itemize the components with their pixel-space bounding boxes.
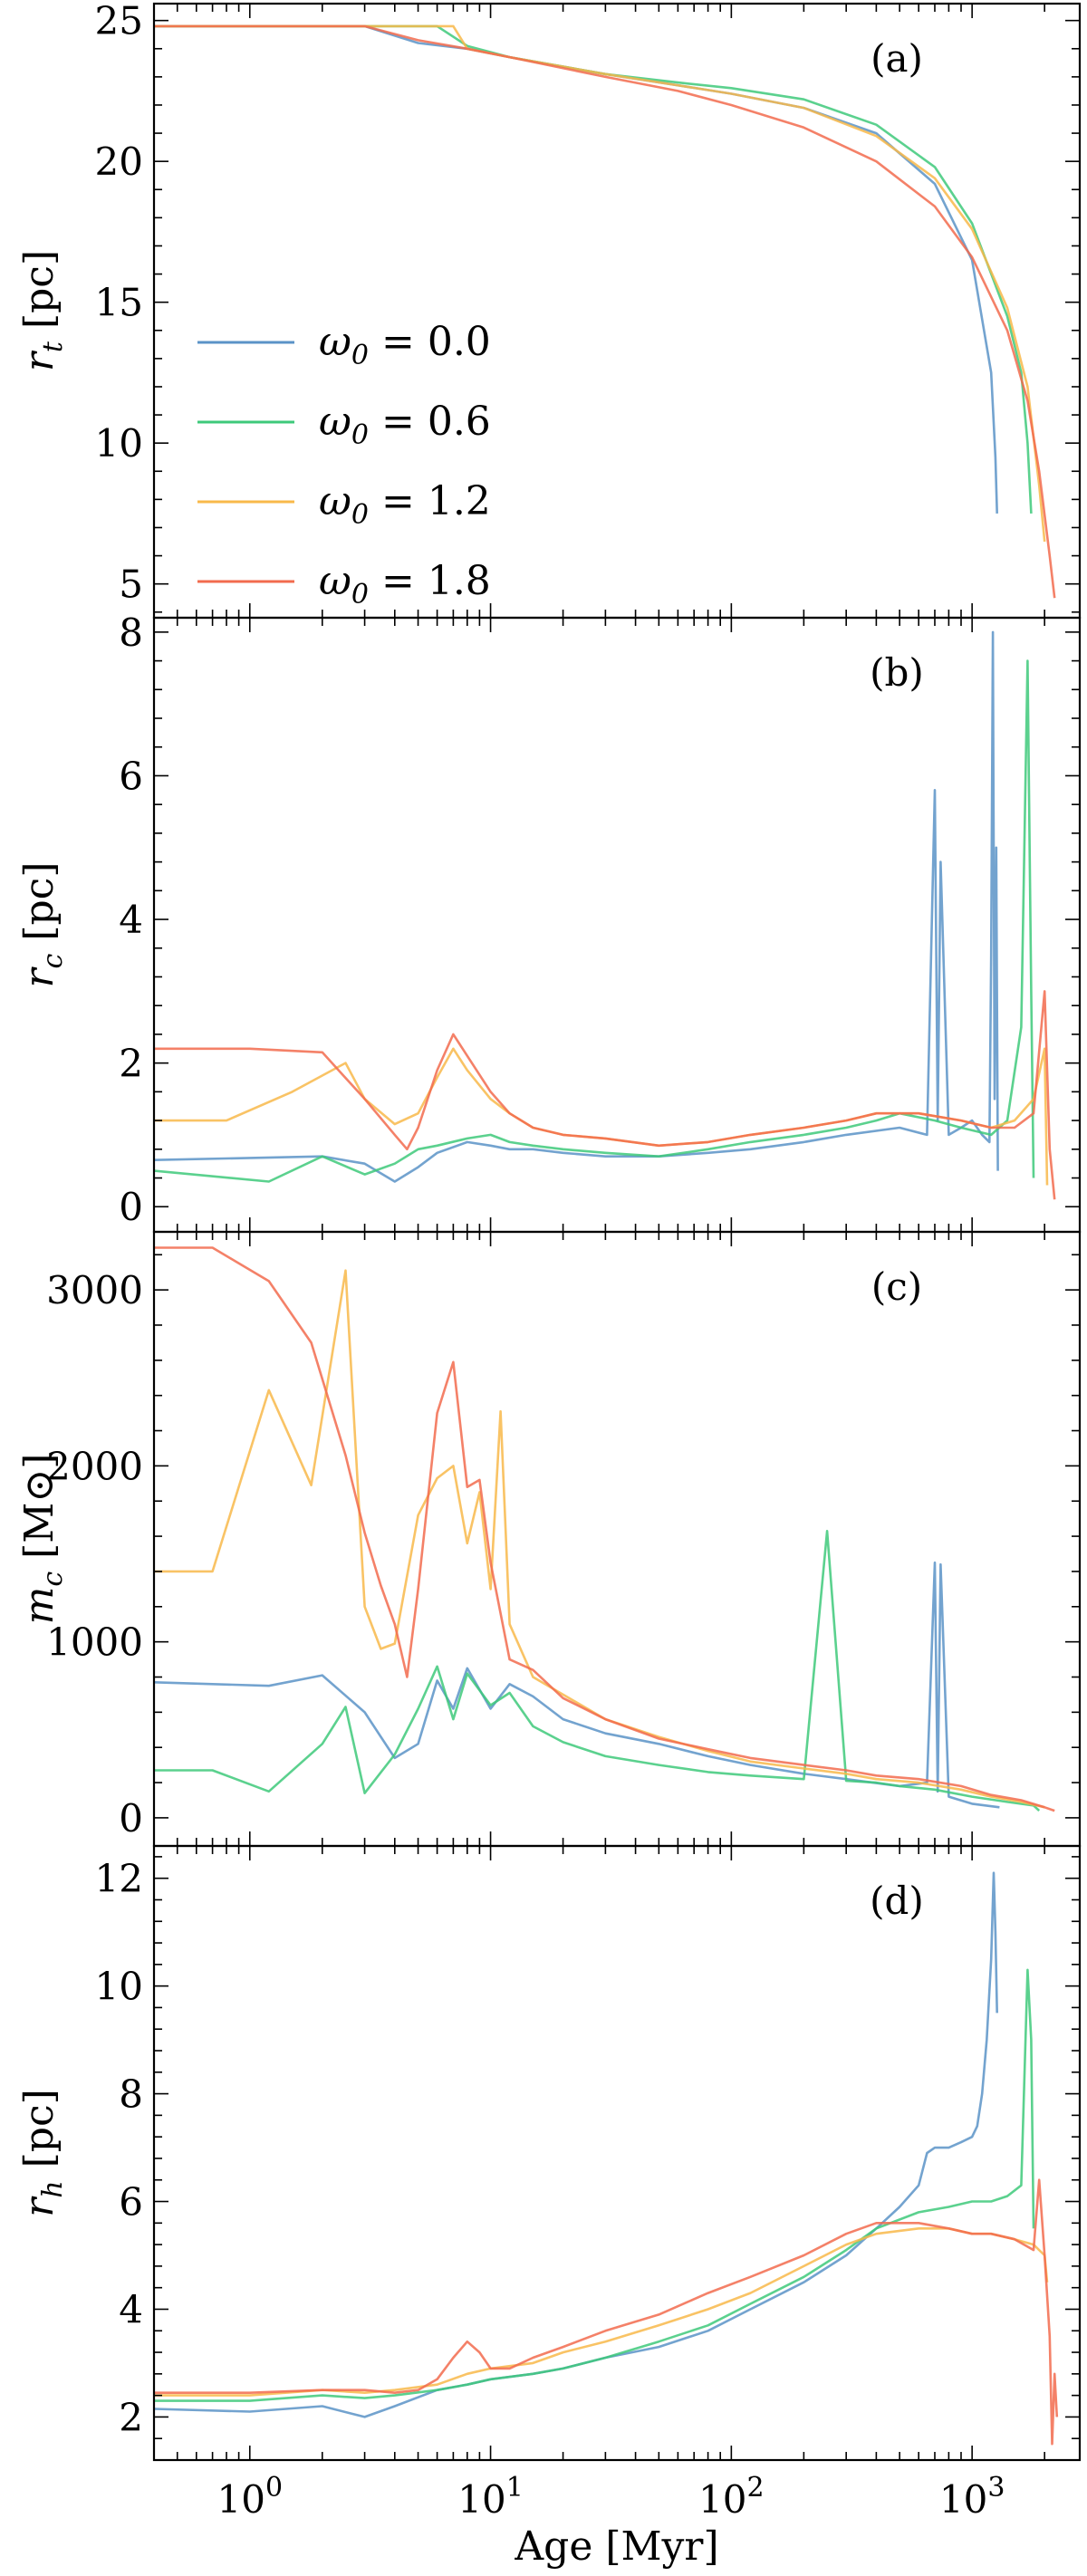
panel-letter: (a)	[871, 36, 923, 81]
panel-c: 0 1000 2000 3000 (c) mc [M⊙]	[16, 1230, 1082, 1848]
series-line-omega0_1.8	[154, 2178, 1059, 2446]
legend-entry: ω0 = 1.2	[319, 478, 491, 531]
series-line-omega0_0.6	[154, 1968, 1035, 2402]
y-axis-label: rt [pc]	[16, 250, 69, 371]
legend-entry: ω0 = 0.6	[319, 399, 491, 451]
y-tick-label: 25	[95, 0, 143, 43]
y-tick-label: 4	[119, 2287, 143, 2331]
series-line-omega0_0.6	[154, 1530, 1041, 1812]
x-axis: 100 101 102 103 Age [Myr]	[216, 2472, 1005, 2570]
y-tick-label: 8	[119, 610, 143, 655]
y-tick-label: 2	[119, 2395, 143, 2439]
series-line-omega0_1.8	[154, 990, 1056, 1200]
series-line-omega0_0.0	[154, 24, 998, 514]
panel-b: 0 2 4 6 8 (b) rc [pc]	[16, 610, 1082, 1234]
y-tick-label: 2	[119, 1042, 143, 1086]
x-tick-label: 103	[939, 2472, 1005, 2522]
y-tick-label: 0	[119, 1185, 143, 1229]
y-tick-label: 8	[119, 2072, 143, 2117]
y-tick-label: 15	[95, 281, 143, 325]
series-line-omega0_0.0	[154, 1561, 1000, 1809]
legend-entry: ω0 = 0.0	[319, 319, 491, 371]
panel-d: 2 4 6 8 10 12 (d) rh [pc]	[16, 1844, 1082, 2462]
y-tick-label: 6	[119, 2180, 143, 2225]
panel-letter: (b)	[870, 650, 924, 695]
y-tick-label: 1000	[46, 1620, 143, 1665]
y-tick-label: 6	[119, 754, 143, 798]
panel-letter: (d)	[870, 1879, 924, 1923]
y-axis-label: rc [pc]	[16, 862, 69, 988]
y-tick-label: 10	[95, 1965, 143, 2009]
series-line-omega0_1.2	[154, 1269, 1045, 1809]
y-tick-label: 4	[119, 898, 143, 942]
panel-letter: (c)	[871, 1264, 922, 1309]
y-tick-label: 20	[95, 139, 143, 184]
legend: ω0 = 0.0 ω0 = 0.6 ω0 = 1.2 ω0 = 1.8	[197, 319, 491, 610]
y-axis-label: mc [M⊙]	[16, 1454, 69, 1625]
series-line-omega0_0.6	[154, 24, 1033, 514]
y-tick-label: 2000	[46, 1444, 143, 1488]
x-tick-label: 101	[457, 2472, 524, 2522]
series-line-omega0_1.8	[154, 1246, 1055, 1812]
series-line-omega0_0.0	[154, 1871, 998, 2418]
panel-frame	[152, 1230, 1082, 1848]
y-tick-label: 12	[95, 1857, 143, 1901]
y-axis-label: rh [pc]	[16, 2089, 69, 2217]
panel-frame	[152, 1844, 1082, 2462]
x-tick-label: 102	[698, 2472, 765, 2522]
y-tick-label: 0	[119, 1796, 143, 1841]
x-tick-label: 100	[216, 2472, 283, 2522]
panel-frame	[152, 2, 1082, 620]
x-axis-label: Age [Myr]	[514, 2523, 718, 2570]
series-line-omega0_1.2	[154, 24, 1046, 543]
y-tick-label: 3000	[46, 1268, 143, 1312]
series-line-omega0_1.2	[154, 2227, 1049, 2397]
series-line-omega0_1.8	[154, 24, 1056, 599]
series-line-omega0_0.0	[154, 630, 999, 1183]
y-tick-label: 5	[119, 562, 143, 607]
legend-entry: ω0 = 1.8	[319, 558, 491, 610]
series-line-omega0_0.6	[154, 659, 1035, 1183]
y-tick-label: 10	[95, 421, 143, 466]
